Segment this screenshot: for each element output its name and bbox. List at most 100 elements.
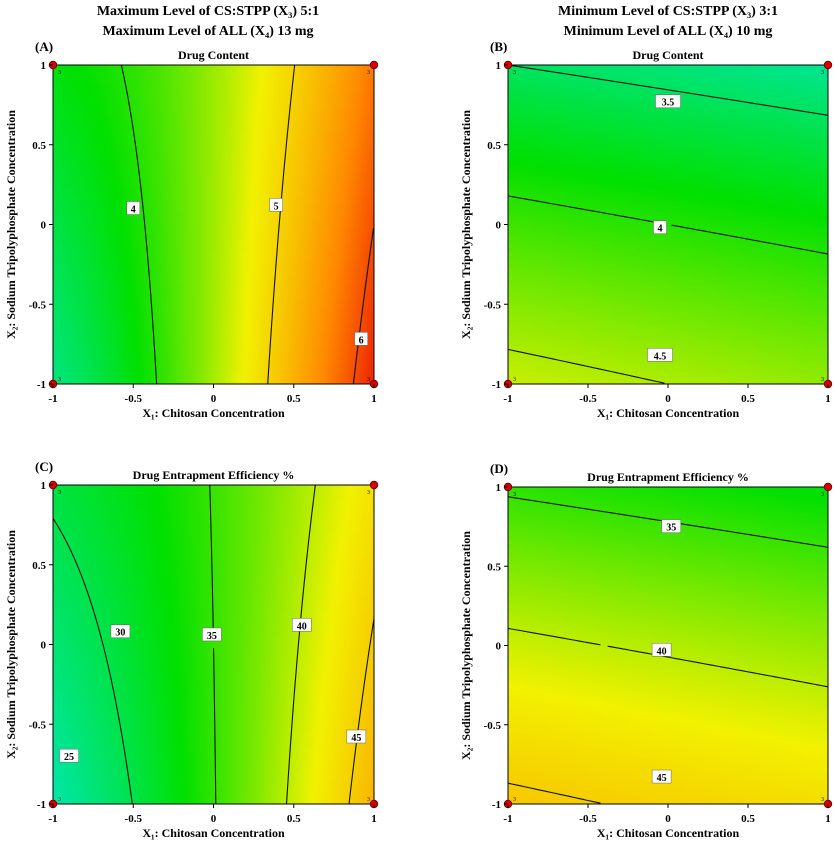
y-tick-label: -0.5 (29, 719, 47, 731)
contour-label: 4 (658, 224, 663, 235)
contour-label: 4.5 (654, 351, 667, 362)
design-point-count: 3 (821, 377, 824, 383)
contour-line (507, 195, 829, 255)
x-tick-label: 0.5 (741, 813, 755, 825)
y-tick-label: 0 (41, 220, 47, 232)
contour-line (52, 518, 133, 805)
contour-label: 6 (359, 335, 364, 346)
panel-label: (C) (35, 459, 53, 474)
design-point-count: 3 (367, 490, 370, 496)
design-point-count: 3 (58, 377, 61, 383)
contour-label: 25 (64, 752, 74, 763)
y-tick-label: 0.5 (32, 140, 46, 152)
x-tick-label: -0.5 (579, 393, 597, 405)
panel-2: 3.5 4 4.5 3 3 3 3 -1 -0.5 0 0.5 1 -1 -0.5 0 0.5 1 (B) Drug… (459, 39, 833, 420)
x-axis-label: X₁: Chitosan Concentration (597, 826, 740, 840)
contour-label-box (269, 198, 283, 212)
y-axis-label: X₂: Sodium Tripolyphosphate Concentratio… (459, 110, 473, 339)
heatmap-surface (508, 65, 828, 384)
x-tick-label: -1 (503, 393, 512, 405)
contour-label-box (126, 201, 140, 215)
contour-label: 40 (657, 646, 667, 657)
panel-1: 4 5 6 3 3 3 3 -1 -0.5 0 0.5 1 -1 -0.5 0 0.5 1 (A) Drug Con… (4, 39, 379, 420)
contour-line (511, 65, 829, 116)
y-axis-label: X₂: Sodium Tripolyphosphate Concentratio… (4, 110, 18, 339)
panel-title: Drug Entrapment Efficiency % (587, 470, 749, 484)
design-point-count: 3 (821, 492, 824, 498)
design-point (369, 60, 379, 70)
contour-label-box (647, 348, 673, 362)
y-tick-label: -1 (492, 799, 501, 811)
panel-4: 35 40 45 3 3 3 3 -1 -0.5 0 0.5 1 -1 -0.5 0 0.5 1 (D) Drug … (459, 461, 833, 840)
design-point-count: 3 (513, 70, 516, 76)
x-axis-label: X₁: Chitosan Concentration (142, 406, 285, 420)
design-point (823, 482, 833, 492)
design-point-count: 3 (58, 490, 61, 496)
contour-label: 30 (115, 628, 125, 639)
y-tick-label: 0 (496, 220, 502, 232)
x-tick-label: 0.5 (287, 813, 301, 825)
design-point (823, 60, 833, 70)
header-right-line2: Minimum Level of ALL (X₄) 10 mg (564, 24, 773, 39)
y-tick-label: -0.5 (484, 299, 502, 311)
contour-line (507, 782, 601, 804)
y-tick-label: 0 (496, 641, 502, 653)
x-tick-label: 0.5 (741, 393, 755, 405)
contour-label-box (292, 618, 312, 632)
x-axis-label: X₁: Chitosan Concentration (597, 406, 740, 420)
design-point-count: 3 (367, 377, 370, 383)
y-axis-label: X₂: Sodium Tripolyphosphate Concentratio… (4, 530, 18, 759)
contour-label: 4 (131, 205, 136, 216)
x-tick-label: 0 (211, 813, 217, 825)
contour-label: 5 (274, 201, 279, 212)
contour-label-box (346, 729, 367, 744)
header-right-line1: Minimum Level of CS:STPP (X₃) 3:1 (558, 4, 778, 19)
contour-label: 3.5 (662, 98, 675, 109)
header-left-line2: Maximum Level of ALL (X₄) 13 mg (102, 24, 313, 39)
heatmap-surface (53, 65, 374, 384)
design-point (369, 480, 379, 490)
x-axis-label: X₁: Chitosan Concentration (142, 826, 285, 840)
contour-line (507, 348, 665, 384)
x-tick-label: -1 (503, 813, 512, 825)
y-tick-label: -1 (492, 379, 501, 391)
y-tick-label: 0.5 (487, 561, 501, 573)
x-tick-label: 0.5 (287, 393, 301, 405)
contour-label-box (59, 748, 79, 763)
design-point-count: 3 (513, 797, 516, 803)
design-point-count: 3 (821, 70, 824, 76)
x-tick-label: 0 (665, 393, 671, 405)
y-tick-label: 0.5 (32, 560, 46, 572)
panel-3: 25 30 35 40 45 3 3 3 3 -1 -0.5 0 0.5 1 -1 -0.5 0 0.5 1 (C) D… (4, 459, 379, 840)
y-tick-label: 1 (41, 480, 47, 492)
y-tick-label: -0.5 (29, 299, 47, 311)
contour-line (507, 627, 829, 688)
contour-label-box (354, 332, 368, 346)
contour-label-box (655, 94, 681, 108)
y-tick-label: -1 (37, 379, 46, 391)
contour-line (120, 64, 158, 385)
y-tick-label: 1 (496, 60, 502, 72)
contour-label-box (661, 519, 681, 533)
x-tick-label: -0.5 (125, 813, 143, 825)
panels-group: 4 5 6 3 3 3 3 -1 -0.5 0 0.5 1 -1 -0.5 0 0.5 1 (A) Drug Con… (4, 39, 833, 840)
design-point-count: 3 (58, 70, 61, 76)
panel-title: Drug Content (178, 48, 249, 62)
x-tick-label: 0 (665, 813, 671, 825)
y-tick-label: 0.5 (487, 140, 501, 152)
contour-line (209, 484, 217, 805)
contour-line (352, 227, 375, 385)
contour-label-box (651, 643, 672, 657)
contour-label-box (202, 627, 222, 642)
x-tick-label: 1 (371, 393, 377, 405)
header-left-line1: Maximum Level of CS:STPP (X₃) 5:1 (97, 4, 319, 19)
x-tick-label: 1 (371, 813, 377, 825)
x-tick-label: -0.5 (125, 393, 143, 405)
design-point-count: 3 (513, 492, 516, 498)
panel-label: (A) (35, 39, 53, 54)
y-tick-label: 1 (496, 482, 502, 494)
x-tick-label: -1 (48, 393, 57, 405)
y-tick-label: -0.5 (484, 720, 502, 732)
y-axis-label: X₂: Sodium Tripolyphosphate Concentratio… (459, 531, 473, 760)
